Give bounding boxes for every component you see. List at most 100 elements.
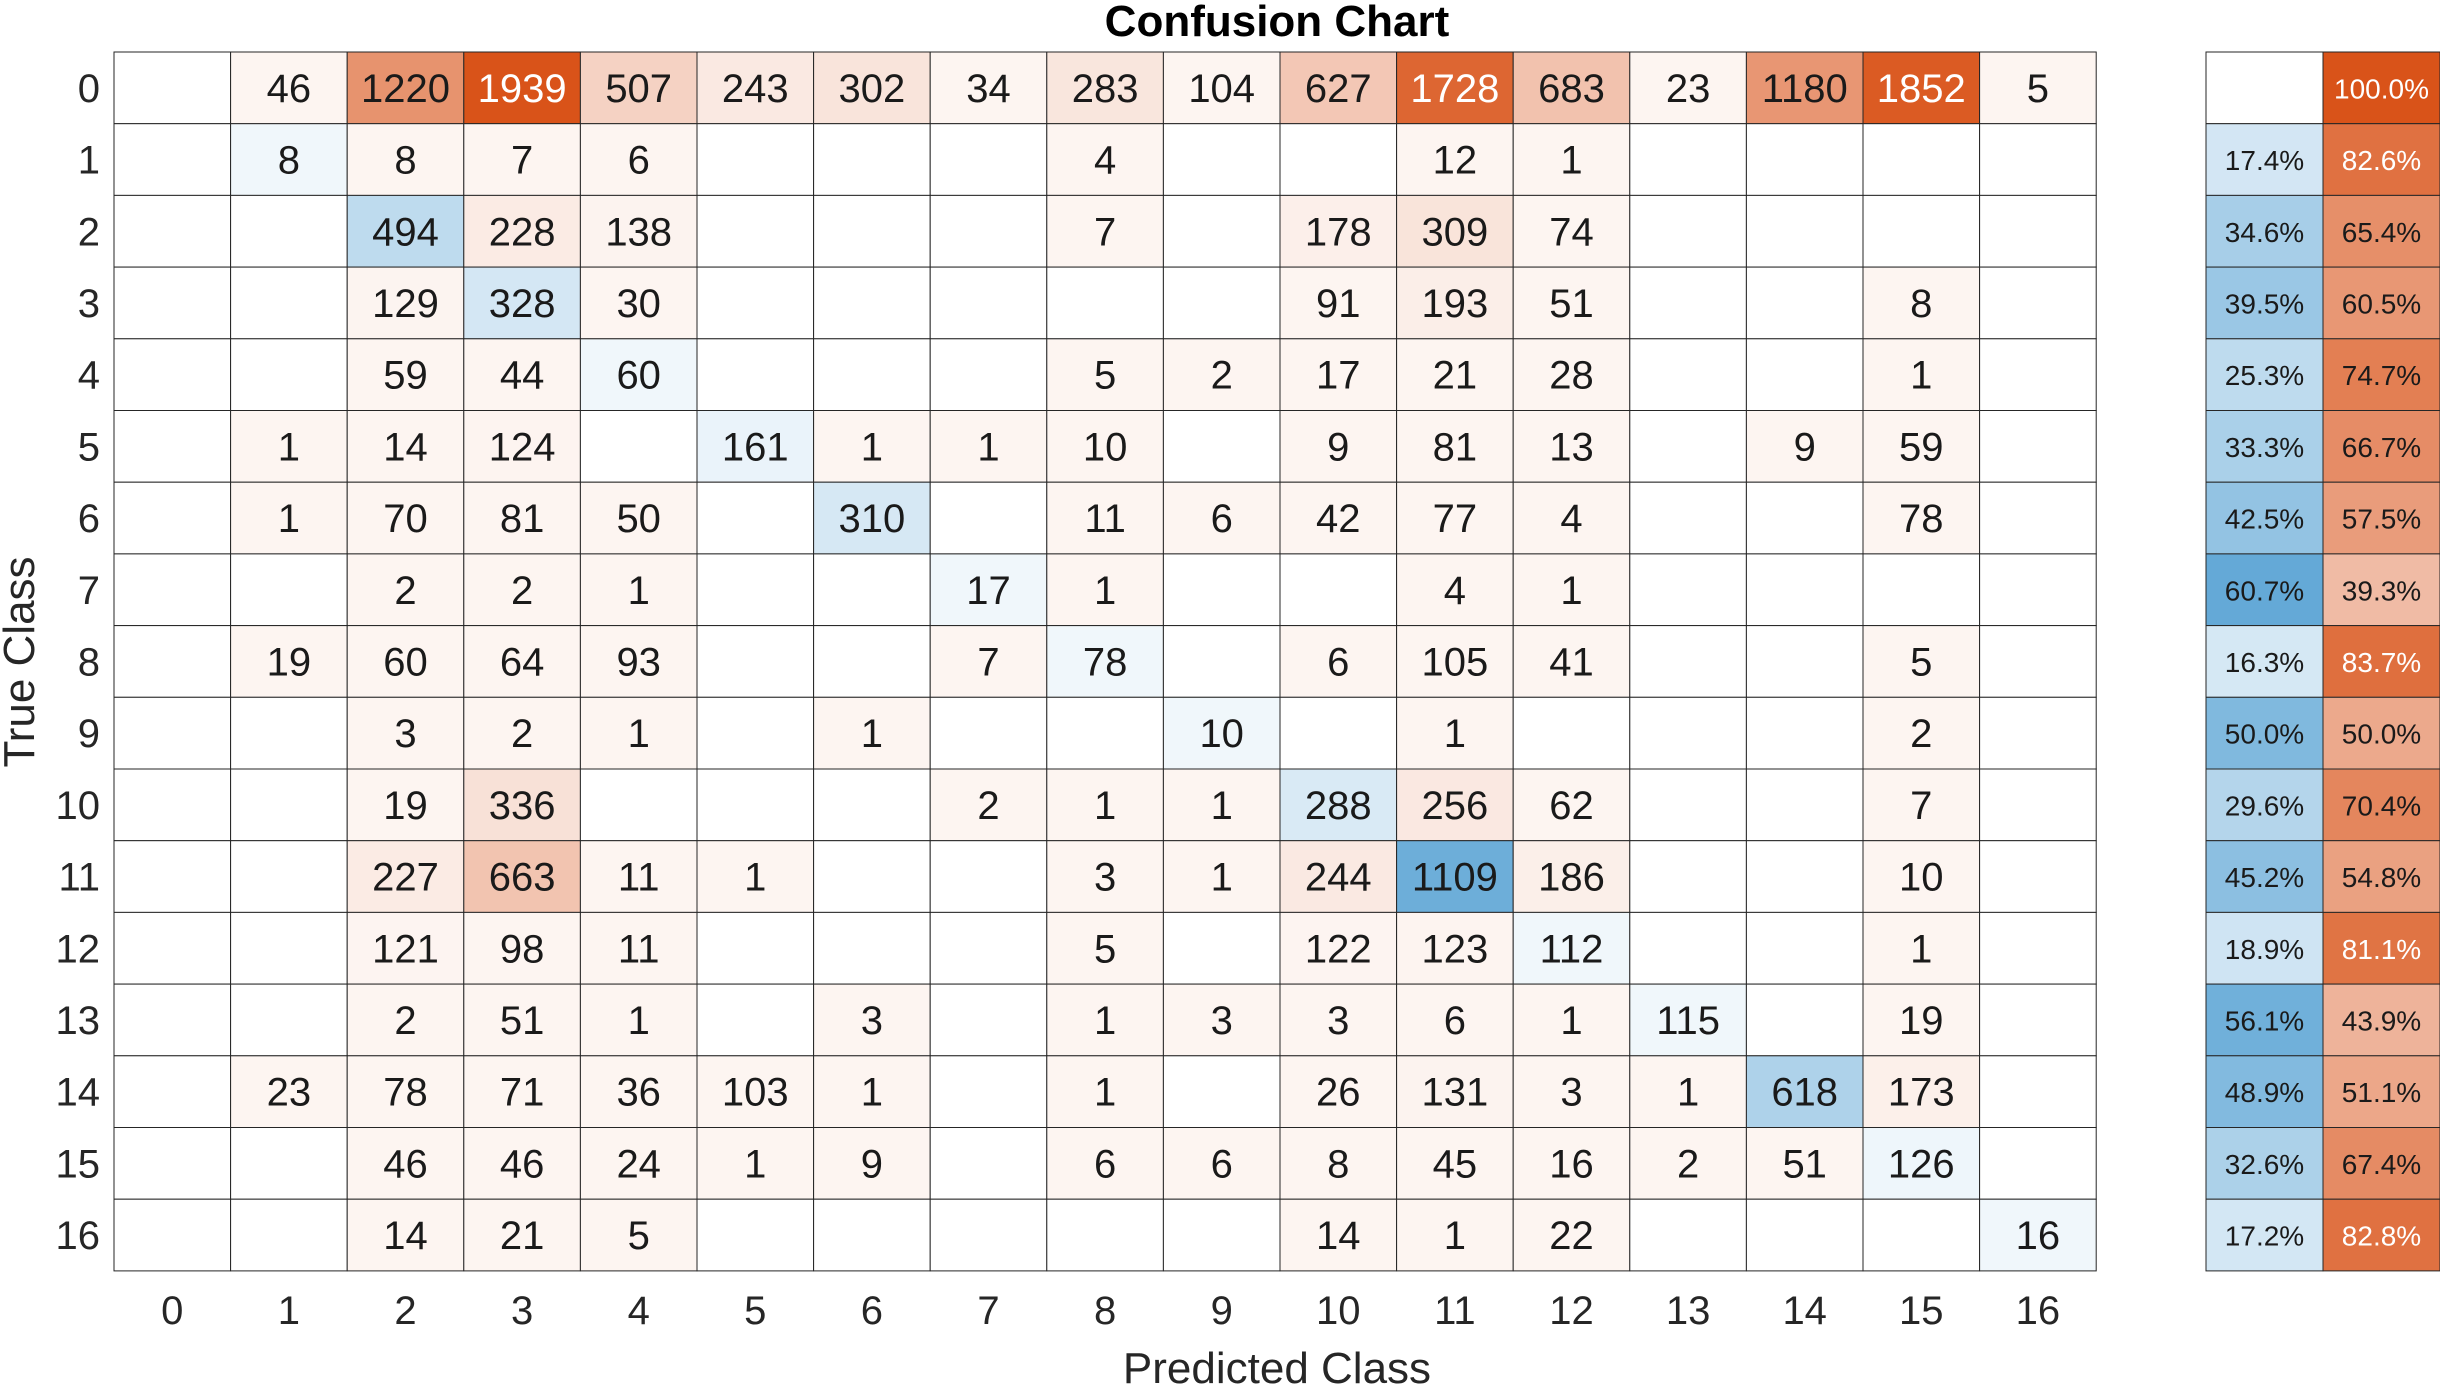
matrix-cell-15-14 [1745,1127,1864,1200]
matrix-cell-10-6 [813,768,931,842]
matrix-cell-13-0 [113,983,232,1057]
matrix-cell-label-4-15: 1 [1910,354,1932,398]
matrix-cell-label-0-7: 34 [966,67,1011,111]
summary-incorrect-label-1: 82.6% [2342,145,2421,176]
matrix-cell-11-16 [1979,840,2097,913]
matrix-cell-13-3 [463,983,581,1057]
matrix-cell-label-10-3: 336 [489,784,556,828]
matrix-cell-7-12 [1512,553,1631,627]
matrix-cell-label-7-7: 17 [966,569,1011,613]
matrix-cell-14-12 [1512,1055,1631,1129]
matrix-cell-5-12 [1512,410,1631,483]
matrix-cell-label-5-8: 10 [1083,425,1128,469]
matrix-cell-label-12-15: 1 [1910,927,1932,971]
matrix-cell-label-1-8: 4 [1094,139,1116,183]
summary-incorrect-label-15: 67.4% [2342,1149,2421,1180]
y-tick-label-7: 7 [78,569,100,613]
matrix-cell-3-2 [346,266,465,340]
matrix-cell-1-15 [1862,123,1981,196]
matrix-cell-13-6 [813,983,931,1057]
matrix-cell-7-8 [1046,553,1164,627]
matrix-cell-2-1 [230,194,348,268]
matrix-cell-label-6-11: 77 [1433,497,1478,541]
matrix-cell-label-5-5: 161 [722,425,789,469]
matrix-cell-label-12-2: 121 [372,927,439,971]
matrix-cell-5-9 [1162,410,1281,483]
summary-correct-cell-8 [2205,625,2324,698]
x-tick-label-2: 2 [394,1289,416,1333]
matrix-cell-15-9 [1162,1127,1281,1200]
x-tick-label-16: 16 [2016,1289,2061,1333]
matrix-cell-label-0-5: 243 [722,67,789,111]
matrix-cell-label-7-4: 1 [628,569,650,613]
matrix-cell-3-12 [1512,266,1631,340]
matrix-cell-5-5 [696,410,815,483]
matrix-cell-1-11 [1396,123,1514,196]
summary-correct-label-1: 17.4% [2225,145,2304,176]
matrix-cell-label-12-12: 112 [1540,927,1604,971]
matrix-cell-label-7-2: 2 [394,569,416,613]
matrix-cell-label-4-9: 2 [1211,354,1233,398]
matrix-cell-13-16 [1979,983,2097,1057]
matrix-cell-label-9-15: 2 [1910,712,1932,756]
summary-correct-cell-7 [2205,553,2324,627]
y-tick-label-9: 9 [78,712,100,756]
matrix-cell-label-14-10: 26 [1316,1071,1361,1115]
summary-incorrect-cell-13 [2322,983,2440,1057]
matrix-cell-8-14 [1745,625,1864,698]
y-tick-label-12: 12 [56,927,101,971]
matrix-cell-label-0-8: 283 [1072,67,1139,111]
matrix-cell-14-3 [463,1055,581,1129]
y-tick-label-2: 2 [78,210,100,254]
matrix-cell-12-11 [1396,911,1514,985]
matrix-cell-15-1 [230,1127,348,1200]
matrix-cell-label-15-13: 2 [1677,1142,1699,1186]
matrix-cell-12-1 [230,911,348,985]
matrix-cell-label-12-11: 123 [1422,927,1489,971]
matrix-cell-label-9-2: 3 [394,712,416,756]
x-tick-label-7: 7 [977,1289,999,1333]
matrix-cell-8-12 [1512,625,1631,698]
summary-correct-label-5: 33.3% [2225,432,2304,463]
matrix-cell-13-1 [230,983,348,1057]
x-tick-label-14: 14 [1782,1289,1827,1333]
summary-correct-label-15: 32.6% [2225,1149,2304,1180]
matrix-cell-9-3 [463,696,581,770]
matrix-cell-13-4 [579,983,698,1057]
matrix-cell-label-14-6: 1 [861,1071,883,1115]
matrix-cell-label-1-2: 8 [394,139,416,183]
matrix-cell-label-5-2: 14 [383,425,428,469]
matrix-cell-16-10 [1279,1198,1398,1272]
matrix-cell-1-14 [1745,123,1864,196]
matrix-cell-7-14 [1745,553,1864,627]
y-tick-label-14: 14 [56,1071,101,1115]
matrix-cell-label-6-2: 70 [383,497,428,541]
matrix-cell-label-15-15: 126 [1888,1142,1955,1186]
matrix-cell-label-16-3: 21 [500,1214,545,1258]
matrix-cell-label-6-9: 6 [1211,497,1233,541]
matrix-cell-15-0 [113,1127,232,1200]
matrix-cell-1-8 [1046,123,1164,196]
matrix-cell-label-13-9: 3 [1211,999,1233,1043]
matrix-cell-label-4-12: 28 [1549,354,1594,398]
matrix-cell-0-3 [463,51,581,125]
matrix-cell-15-4 [579,1127,698,1200]
x-tick-label-11: 11 [1434,1289,1476,1333]
matrix-cell-7-5 [696,553,815,627]
matrix-cell-6-13 [1629,481,1747,555]
matrix-cell-label-10-8: 1 [1094,784,1116,828]
matrix-cell-6-11 [1396,481,1514,555]
matrix-cell-4-10 [1279,338,1398,411]
matrix-cell-15-10 [1279,1127,1398,1200]
summary-correct-label-3: 39.5% [2225,288,2304,319]
matrix-cell-label-16-16: 16 [2016,1214,2061,1258]
matrix-cell-8-2 [346,625,465,698]
y-axis-label: True Class [0,556,44,767]
x-tick-label-12: 12 [1549,1289,1594,1333]
x-tick-label-0: 0 [161,1289,183,1333]
matrix-cell-11-12 [1512,840,1631,913]
matrix-cell-1-1 [230,123,348,196]
matrix-cell-label-14-12: 3 [1560,1071,1582,1115]
x-tick-label-5: 5 [744,1289,766,1333]
matrix-cell-13-9 [1162,983,1281,1057]
